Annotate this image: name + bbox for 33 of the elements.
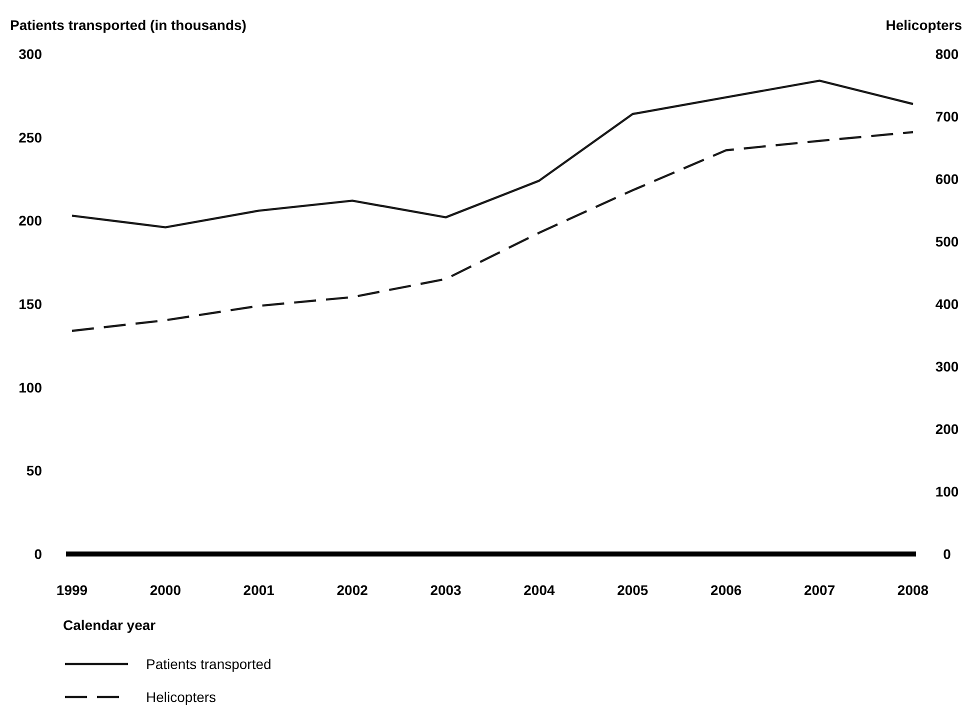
x-tick-label: 2003 bbox=[430, 582, 462, 598]
y2-axis-title: Helicopters bbox=[886, 17, 962, 33]
y2-tick-label: 600 bbox=[935, 171, 959, 187]
y2-tick-label: 500 bbox=[935, 234, 959, 250]
legend-label: Helicopters bbox=[146, 689, 216, 705]
x-tick-label: 2005 bbox=[617, 582, 648, 598]
y-tick-label: 150 bbox=[18, 296, 42, 312]
y-tick-label: 200 bbox=[18, 212, 42, 229]
y2-tick-label: 800 bbox=[935, 46, 959, 62]
y-tick-label: 250 bbox=[18, 129, 42, 146]
x-tick-label: 2004 bbox=[524, 582, 556, 598]
y2-tick-label: 400 bbox=[935, 296, 959, 312]
y2-tick-label: 700 bbox=[935, 108, 959, 124]
y-tick-label: 0 bbox=[34, 546, 42, 562]
y-tick-label: 50 bbox=[26, 462, 42, 479]
legend-label: Patients transported bbox=[146, 656, 272, 672]
x-axis-title: Calendar year bbox=[63, 617, 156, 633]
x-tick-label: 2000 bbox=[150, 582, 182, 598]
x-tick-label: 2007 bbox=[804, 582, 836, 598]
y2-tick-label: 100 bbox=[935, 484, 959, 500]
line-series bbox=[70, 80, 914, 228]
x-tick-label: 2006 bbox=[710, 582, 742, 598]
y2-tick-label: 300 bbox=[935, 358, 959, 374]
x-tick-label: 2002 bbox=[336, 582, 368, 598]
x-tick-label: 2008 bbox=[897, 582, 929, 598]
y2-tick-label: 200 bbox=[935, 421, 959, 437]
x-tick-label: 2001 bbox=[243, 582, 275, 598]
y2-tick-label: 0 bbox=[943, 546, 952, 562]
x-tick-label: 1999 bbox=[56, 582, 88, 598]
y-tick-label: 300 bbox=[18, 46, 42, 62]
line-series bbox=[70, 131, 914, 332]
y-axis-title: Patients transported (in thousands) bbox=[10, 17, 246, 33]
y-tick-label: 100 bbox=[18, 379, 42, 396]
